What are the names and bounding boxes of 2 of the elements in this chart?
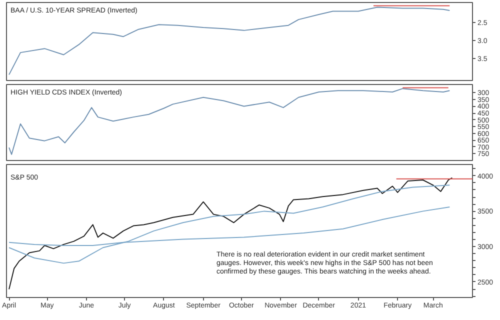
line-series xyxy=(8,88,450,155)
line-series xyxy=(8,6,450,76)
